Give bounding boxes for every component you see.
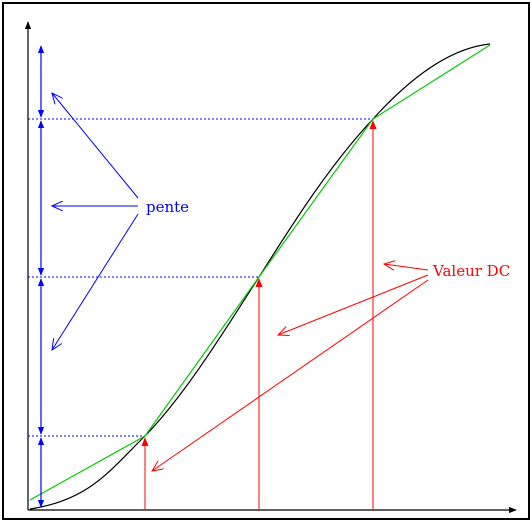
pente-label: pente xyxy=(146,198,189,216)
linear-approximation xyxy=(29,44,491,501)
dc-pointer-1 xyxy=(384,264,429,271)
dc-pointer-2 xyxy=(278,274,429,335)
pente-pointer-up xyxy=(52,93,139,199)
dc-pointer-3 xyxy=(152,279,429,471)
valeur-dc-label: Valeur DC xyxy=(432,262,510,280)
pente-pointer-down xyxy=(52,213,139,350)
